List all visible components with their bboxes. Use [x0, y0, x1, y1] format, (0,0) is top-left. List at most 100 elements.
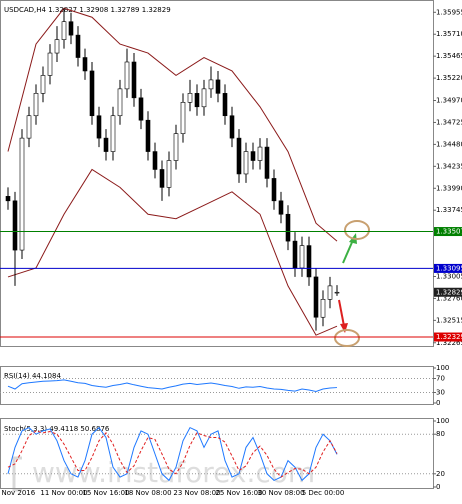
main-frame — [0, 0, 434, 347]
arrow-down-head — [340, 323, 348, 333]
candle-body — [292, 240, 298, 269]
level-label: 1.33507 — [436, 228, 462, 236]
x-tick-label: 11 Nov 00:00 — [40, 489, 87, 497]
x-tick-label: 15 Nov 16:00 — [82, 489, 129, 497]
y-tick-label: 30 — [436, 389, 445, 397]
y-tick-label: 1.32515 — [436, 316, 462, 324]
candle-body — [215, 79, 221, 94]
level-label-box — [434, 332, 462, 342]
candle-body — [229, 115, 235, 139]
level-label: 1.32829 — [436, 288, 462, 296]
y-tick-label: 1.32760 — [436, 294, 462, 302]
candle-body — [131, 61, 137, 99]
candle-body — [236, 137, 242, 175]
candle-body — [26, 115, 32, 139]
x-tick-label: 8 Nov 2016 — [0, 489, 36, 497]
candle-body — [173, 133, 179, 161]
y-tick-label: 1.34970 — [436, 97, 462, 105]
candle-body — [187, 93, 193, 103]
candle-body — [110, 115, 116, 152]
candle-body — [5, 196, 11, 202]
y-tick-label: 1.35220 — [436, 74, 462, 82]
candle-body — [257, 146, 263, 161]
candle-body — [33, 93, 39, 117]
candle-body — [61, 21, 67, 40]
y-tick-label: 1.33005 — [436, 272, 462, 280]
y-tick-label: 100 — [436, 364, 449, 372]
candle-body — [306, 245, 312, 278]
level-label: 1.32329 — [436, 333, 462, 341]
candle-body — [96, 115, 102, 139]
target-circle — [334, 329, 360, 347]
candle-body — [194, 93, 200, 108]
y-tick-label: 1.34725 — [436, 118, 462, 126]
y-tick-label: 1.34235 — [436, 162, 462, 170]
candle-body — [138, 97, 144, 121]
candle-body — [327, 285, 333, 300]
candle-body — [334, 291, 340, 294]
panel-title: RSI(14) 44.1084 — [4, 372, 61, 380]
y-tick-label: 1.33990 — [436, 184, 462, 192]
candle-body — [82, 57, 88, 72]
candle-body — [243, 151, 249, 175]
candle-body — [180, 102, 186, 134]
y-tick-label: 0 — [436, 399, 440, 407]
x-tick-label: 30 Nov 08:00 — [257, 489, 304, 497]
y-tick-label: 0 — [436, 483, 440, 491]
candle-body — [159, 169, 165, 188]
rsi-frame — [0, 366, 434, 405]
y-tick-label: 1.35710 — [436, 30, 462, 38]
panel-title: USDCAD,H4 1.32827 1.32908 1.32789 1.3282… — [4, 6, 171, 14]
y-tick-label: 1.34480 — [436, 140, 462, 148]
level-label-box — [434, 227, 462, 237]
candle-body — [40, 75, 46, 94]
candle-body — [166, 160, 172, 188]
arrow-down — [338, 299, 345, 327]
arrow-up — [342, 239, 354, 264]
candle-body — [117, 88, 123, 117]
y-tick-label: 1.35955 — [436, 8, 462, 16]
y-tick-label: 1.35465 — [436, 52, 462, 60]
candle-body — [278, 200, 284, 215]
y-tick-label: 20 — [436, 470, 445, 478]
candle-body — [320, 299, 326, 318]
indicator-line — [7, 379, 338, 392]
indicator-line — [7, 430, 338, 478]
y-tick-label: 1.33745 — [436, 206, 462, 214]
candle-body — [124, 61, 130, 90]
annotations — [334, 220, 370, 347]
level-label: 1.33095 — [436, 264, 462, 272]
y-tick-label: 1.32265 — [436, 339, 462, 347]
candle-body — [54, 39, 60, 54]
candle-body — [145, 119, 151, 152]
candle-body — [68, 21, 74, 36]
y-tick-label: 100 — [436, 417, 449, 425]
x-tick-label: 5 Dec 00:00 — [302, 489, 345, 497]
candle-body — [12, 200, 18, 251]
candle-body — [264, 146, 270, 179]
y-tick-label: 70 — [436, 375, 445, 383]
target-circle — [344, 220, 370, 240]
candle-body — [222, 93, 228, 117]
candle-body — [19, 137, 25, 251]
level-label-box — [434, 287, 462, 297]
panel-title: Stoch(5,3,3) 49.4118 50.6876 — [4, 425, 110, 433]
candle-body — [152, 151, 158, 170]
candle-body — [47, 52, 53, 76]
candle-body — [285, 213, 291, 242]
stoch-frame — [0, 418, 434, 489]
candle-body — [250, 151, 256, 161]
candle-body — [313, 276, 319, 318]
candle-body — [75, 34, 81, 58]
candle-body — [208, 79, 214, 90]
x-tick-label: 23 Nov 08:00 — [173, 489, 220, 497]
x-tick-label: 18 Nov 08:00 — [124, 489, 171, 497]
x-tick-label: 25 Nov 16:00 — [215, 489, 262, 497]
indicator-line — [7, 426, 338, 482]
candle-body — [103, 137, 109, 152]
y-tick-label: 80 — [436, 430, 445, 438]
candle-body — [299, 245, 305, 269]
band-line — [7, 168, 338, 336]
